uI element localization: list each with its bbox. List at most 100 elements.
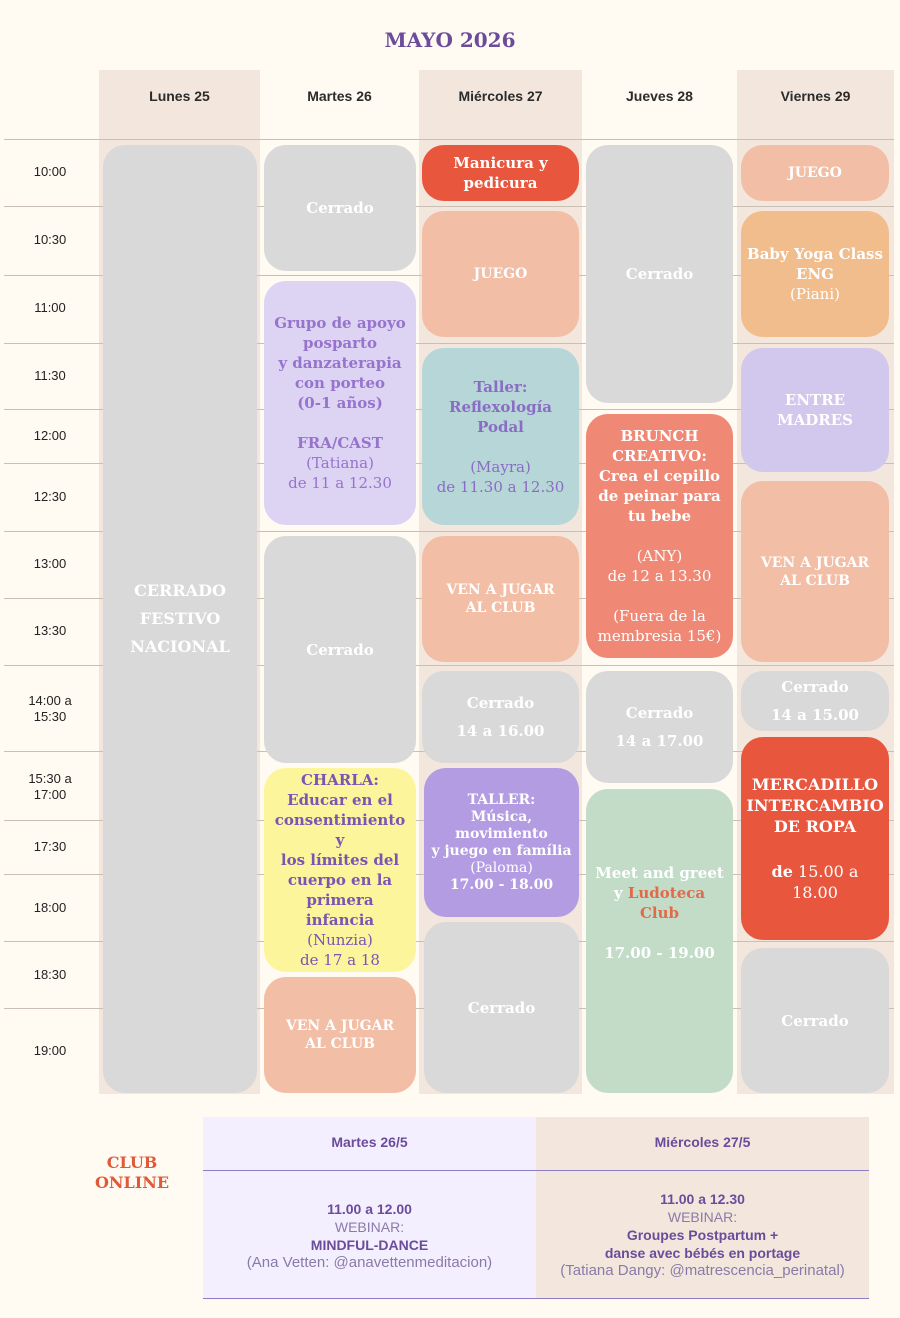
time-label: 10:30: [33, 232, 67, 247]
event-line: (Tatiana): [306, 454, 374, 472]
event-line: (Piani): [790, 285, 840, 303]
event-viernes-entre-madres[interactable]: ENTRE MADRES: [741, 348, 889, 472]
event-line: de 12 a 13.30: [607, 567, 712, 585]
event-miercoles-manicura[interactable]: Manicura y pedicura: [422, 145, 579, 201]
event-line: MADRES: [777, 411, 853, 429]
time-label: 19:00: [33, 1043, 67, 1058]
event-line: ENTRE: [784, 391, 846, 409]
event-miercoles-cerrado[interactable]: Cerrado 14 a 16.00: [422, 671, 579, 763]
event-line: JUEGO: [788, 165, 842, 181]
event-viernes-cerrado[interactable]: Cerrado 14 a 15.00: [741, 671, 889, 731]
event-line: Cerrado: [781, 1011, 849, 1030]
online-name: danse avec bébés en portage: [604, 1245, 801, 1261]
event-viernes-cerrado-2[interactable]: Cerrado: [741, 948, 889, 1093]
online-type: WEBINAR:: [667, 1209, 738, 1225]
grid-line: [4, 343, 894, 344]
event-line: FRA/CAST: [297, 434, 383, 452]
event-line: Cerrado: [466, 694, 535, 712]
event-line: y juego en família: [431, 842, 572, 859]
online-name: Groupes Postpartum +: [626, 1227, 779, 1243]
event-line: DE ROPA: [773, 817, 857, 836]
event-line: con porteo: [294, 374, 386, 392]
event-line: de peinar para: [598, 487, 721, 505]
event-line: NACIONAL: [130, 637, 230, 656]
online-col-2-bg: [536, 1117, 869, 1298]
event-jueves-cerrado-2[interactable]: Cerrado 14 a 17.00: [586, 671, 733, 783]
event-line: Reflexología: [448, 397, 552, 416]
online-col-1-bg: [203, 1117, 536, 1298]
event-line: VEN A JUGAR: [285, 1018, 395, 1034]
event-line: Educar en el: [287, 791, 393, 809]
event-line: Música,: [470, 808, 533, 825]
event-line: Cerrado: [306, 199, 374, 217]
event-viernes-juego[interactable]: JUEGO: [741, 145, 889, 201]
event-line: BRUNCH: [620, 427, 699, 445]
event-line: (Nunzia): [307, 931, 373, 949]
event-line: (Mayra): [470, 457, 531, 476]
event-martes-cerrado-2[interactable]: Cerrado: [264, 536, 416, 763]
event-miercoles-taller-reflexologia[interactable]: Taller: Reflexología Podal (Mayra) de 11…: [422, 348, 579, 525]
event-line: 14 a 17.00: [615, 732, 704, 750]
event-line: FESTIVO: [139, 609, 221, 628]
event-miercoles-cerrado-2[interactable]: Cerrado: [424, 922, 579, 1093]
event-jueves-meet-and-greet[interactable]: Meet and greet y Ludoteca Club 17.00 - 1…: [586, 789, 733, 1093]
time-label: 12:30: [33, 489, 67, 504]
event-line: pedicura: [463, 174, 538, 192]
event-line: 17.00 - 19.00: [604, 944, 715, 962]
event-martes-ven-a-jugar[interactable]: VEN A JUGAR AL CLUB: [264, 977, 416, 1093]
event-line: Taller:: [473, 377, 528, 396]
event-line: VEN A JUGAR: [446, 582, 555, 598]
event-line: Cerrado: [625, 265, 694, 283]
event-line: y danzaterapia: [278, 354, 402, 372]
grid-line: [4, 139, 894, 140]
online-event-miercoles[interactable]: 11.00 a 12.30 WEBINAR: Groupes Postpartu…: [536, 1190, 869, 1280]
event-miercoles-ven-a-jugar[interactable]: VEN A JUGAR AL CLUB: [422, 536, 579, 662]
event-miercoles-juego[interactable]: JUEGO: [422, 211, 579, 337]
club-online-label: CLUB ONLINE: [82, 1153, 182, 1193]
event-line: Podal: [477, 417, 524, 436]
event-martes-cerrado[interactable]: Cerrado: [264, 145, 416, 271]
event-line: Cerrado: [625, 704, 694, 722]
event-line: posparto: [303, 334, 377, 352]
event-line: TALLER:: [467, 791, 536, 808]
event-line: (Paloma): [470, 859, 533, 876]
event-viernes-ven-a-jugar[interactable]: VEN A JUGAR AL CLUB: [741, 481, 889, 662]
event-lunes-festivo[interactable]: CERRADO FESTIVO NACIONAL: [103, 145, 257, 1093]
event-jueves-cerrado[interactable]: Cerrado: [586, 145, 733, 403]
event-line: consentimiento y: [274, 811, 406, 849]
event-line: Manicura y: [453, 154, 548, 172]
time-label: 13:00: [33, 556, 67, 571]
event-line: (0-1 años): [297, 394, 383, 412]
event-line: 14 a 15.00: [770, 706, 859, 724]
online-time: 11.00 a 12.30: [660, 1191, 745, 1207]
event-line: JUEGO: [473, 266, 528, 282]
grid-line: [4, 665, 894, 666]
event-line: CHARLA:: [301, 771, 379, 789]
day-header-viernes: Viernes 29: [780, 88, 851, 104]
online-who: (Ana Vetten: @anavettenmeditacion): [246, 1254, 493, 1271]
event-line: Cerrado: [467, 998, 536, 1017]
event-miercoles-taller-musica[interactable]: TALLER: Música, movimiento y juego en fa…: [424, 768, 579, 917]
online-header-martes: Martes 26/5: [331, 1134, 408, 1150]
time-label: 18:30: [33, 967, 67, 982]
event-martes-grupo-apoyo[interactable]: Grupo de apoyo posparto y danzaterapia c…: [264, 281, 416, 525]
online-event-martes[interactable]: 11.00 a 12.00 WEBINAR: MINDFUL-DANCE (An…: [203, 1200, 536, 1272]
event-line: cuerpo en la: [287, 871, 393, 889]
online-bottom-line: [203, 1298, 869, 1299]
day-header-miercoles: Miércoles 27: [458, 88, 543, 104]
time-label: 14:00 a 15:30: [28, 693, 72, 724]
time-label: 17:30: [33, 839, 67, 854]
event-line: CERRADO: [134, 581, 226, 600]
event-line: de 11 a 12.30: [288, 474, 392, 492]
event-line: Baby Yoga Class: [747, 245, 883, 263]
event-viernes-mercadillo[interactable]: MERCADILLO INTERCAMBIO DE ROPA de 15.00 …: [741, 737, 889, 940]
event-line: de 17 a 18: [300, 951, 380, 969]
event-line: primera infancia: [305, 891, 375, 929]
event-line: INTERCAMBIO: [746, 796, 884, 815]
online-type: WEBINAR:: [334, 1219, 405, 1235]
event-viernes-baby-yoga[interactable]: Baby Yoga Class ENG (Piani): [741, 211, 889, 337]
event-jueves-brunch[interactable]: BRUNCH CREATIVO: Crea el cepillo de pein…: [586, 414, 733, 658]
event-martes-charla[interactable]: CHARLA: Educar en el consentimiento y lo…: [264, 768, 416, 972]
event-line: los límites del: [280, 851, 400, 869]
event-line: 14 a 16.00: [456, 722, 545, 740]
